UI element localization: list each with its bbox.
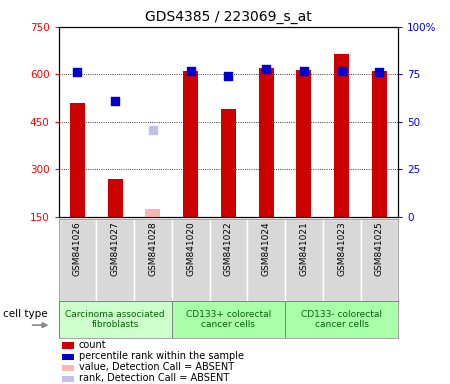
FancyBboxPatch shape xyxy=(62,354,74,360)
FancyBboxPatch shape xyxy=(323,219,360,301)
Text: count: count xyxy=(79,340,107,350)
FancyBboxPatch shape xyxy=(285,301,398,338)
Text: GSM841021: GSM841021 xyxy=(299,221,308,276)
Point xyxy=(187,68,194,74)
FancyBboxPatch shape xyxy=(62,343,74,349)
FancyBboxPatch shape xyxy=(134,219,172,301)
Text: GSM841020: GSM841020 xyxy=(186,221,195,276)
Bar xyxy=(221,109,236,217)
FancyBboxPatch shape xyxy=(247,219,285,301)
Point xyxy=(338,68,345,74)
Text: percentile rank within the sample: percentile rank within the sample xyxy=(79,351,244,361)
FancyBboxPatch shape xyxy=(285,219,323,301)
Point xyxy=(74,70,81,76)
Point xyxy=(300,68,307,74)
Bar xyxy=(259,68,274,217)
Point xyxy=(112,98,119,104)
FancyBboxPatch shape xyxy=(58,301,172,338)
Bar xyxy=(183,71,198,217)
Text: cell type: cell type xyxy=(3,309,47,319)
FancyBboxPatch shape xyxy=(62,376,74,382)
Text: value, Detection Call = ABSENT: value, Detection Call = ABSENT xyxy=(79,362,234,372)
Point xyxy=(149,126,157,132)
Text: GSM841026: GSM841026 xyxy=(73,221,82,276)
Text: GSM841024: GSM841024 xyxy=(261,221,270,276)
FancyBboxPatch shape xyxy=(58,219,96,301)
FancyBboxPatch shape xyxy=(172,219,210,301)
Text: CD133- colorectal
cancer cells: CD133- colorectal cancer cells xyxy=(301,310,382,329)
Bar xyxy=(372,71,387,217)
FancyBboxPatch shape xyxy=(210,219,247,301)
Bar xyxy=(334,54,349,217)
Point xyxy=(262,66,270,72)
Text: rank, Detection Call = ABSENT: rank, Detection Call = ABSENT xyxy=(79,373,229,383)
Text: GSM841028: GSM841028 xyxy=(148,221,157,276)
FancyBboxPatch shape xyxy=(62,364,74,371)
Bar xyxy=(108,179,123,217)
Text: GSM841025: GSM841025 xyxy=(375,221,384,276)
Text: CD133+ colorectal
cancer cells: CD133+ colorectal cancer cells xyxy=(186,310,271,329)
FancyBboxPatch shape xyxy=(360,219,398,301)
Text: GSM841027: GSM841027 xyxy=(111,221,120,276)
Bar xyxy=(296,70,311,217)
Bar xyxy=(70,103,85,217)
Point xyxy=(225,73,232,79)
Text: Carcinoma associated
fibroblasts: Carcinoma associated fibroblasts xyxy=(65,310,165,329)
Text: GSM841023: GSM841023 xyxy=(337,221,346,276)
Title: GDS4385 / 223069_s_at: GDS4385 / 223069_s_at xyxy=(145,10,312,25)
FancyBboxPatch shape xyxy=(96,219,134,301)
Text: GSM841022: GSM841022 xyxy=(224,221,233,276)
Point xyxy=(376,70,383,76)
Bar xyxy=(145,209,160,217)
FancyBboxPatch shape xyxy=(172,301,285,338)
